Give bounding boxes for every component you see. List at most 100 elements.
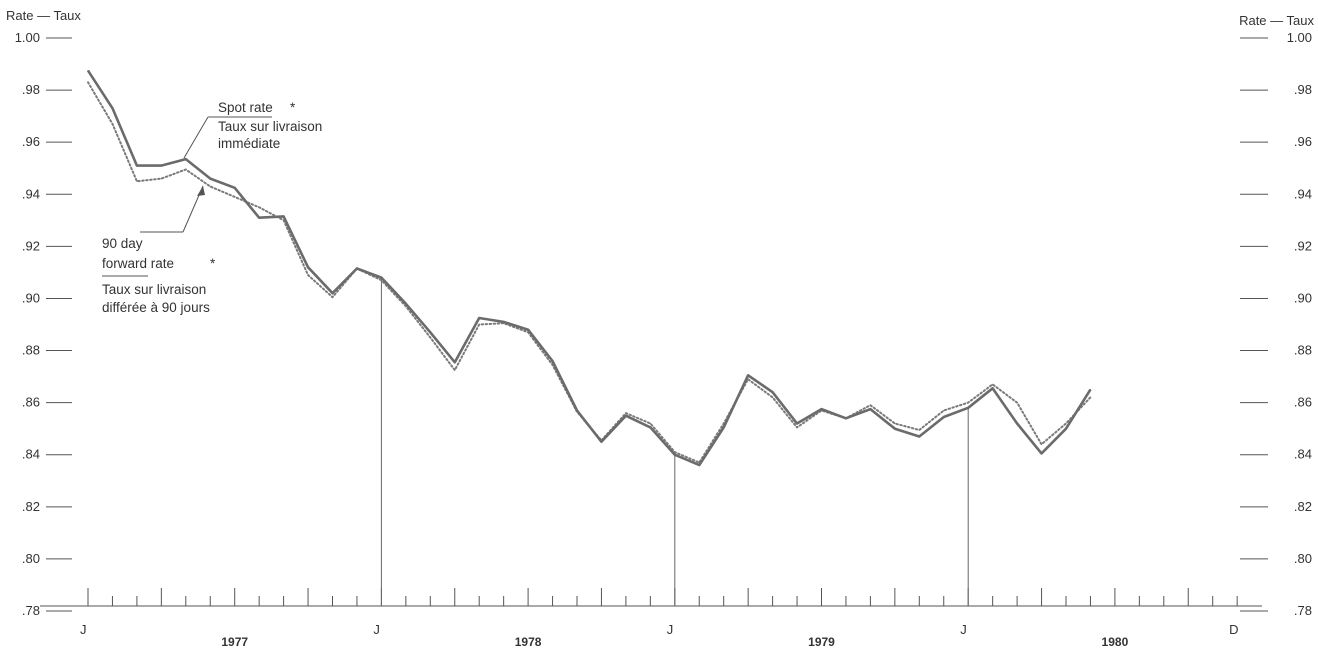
data-point	[968, 402, 969, 403]
data-point	[479, 317, 480, 318]
spot-rate-label: Spot rate	[218, 100, 273, 115]
data-point	[185, 159, 186, 160]
left-tick-label: .86	[22, 395, 40, 410]
data-point	[796, 423, 797, 424]
x-month-label: J	[960, 622, 967, 637]
data-point	[234, 196, 235, 197]
data-point	[87, 82, 88, 83]
right-tick-label: 1.00	[1287, 30, 1312, 45]
data-point	[845, 418, 846, 419]
data-point	[307, 267, 308, 268]
left-tick-label: 1.00	[15, 30, 40, 45]
forward-rate-annotation: 90 day forward rate * Taux sur livraison…	[102, 186, 216, 315]
data-point	[772, 397, 773, 398]
data-point	[894, 423, 895, 424]
data-point	[919, 429, 920, 430]
left-tick-label: .96	[22, 134, 40, 149]
data-point	[259, 217, 260, 218]
data-point	[1041, 444, 1042, 445]
data-point	[234, 187, 235, 188]
data-point	[161, 165, 162, 166]
right-tick-label: .88	[1294, 343, 1312, 358]
data-point	[259, 207, 260, 208]
x-year-label: 1978	[515, 635, 542, 649]
forward-rate-fr-line2: différée à 90 jours	[102, 300, 210, 315]
data-point	[723, 427, 724, 428]
data-point	[87, 70, 88, 71]
spot-rate-star: *	[290, 100, 296, 115]
data-point	[1017, 423, 1018, 424]
x-month-label: D	[1229, 622, 1238, 637]
right-tick-label: .90	[1294, 290, 1312, 305]
data-point	[674, 454, 675, 455]
left-axis-title: Rate — Taux	[6, 8, 81, 23]
data-point	[870, 405, 871, 406]
data-point	[430, 332, 431, 333]
data-point	[992, 384, 993, 385]
x-month-label: J	[80, 622, 87, 637]
right-tick-label: .96	[1294, 134, 1312, 149]
forward-arrowhead	[197, 186, 205, 196]
right-tick-label: .80	[1294, 551, 1312, 566]
data-point	[943, 410, 944, 411]
x-year-label: 1980	[1102, 635, 1129, 649]
data-point	[1090, 389, 1091, 390]
data-point	[1065, 428, 1066, 429]
right-tick-label: .94	[1294, 186, 1312, 201]
left-tick-label: .82	[22, 499, 40, 514]
x-year-label: 1979	[808, 635, 835, 649]
data-point	[650, 427, 651, 428]
spot-rate-fr-line2: immédiate	[218, 136, 280, 151]
data-point	[136, 165, 137, 166]
data-point	[699, 465, 700, 466]
data-point	[454, 369, 455, 370]
forward-rate-star: *	[210, 256, 216, 271]
left-tick-label: .88	[22, 343, 40, 358]
x-year-label: 1977	[221, 635, 248, 649]
data-point	[625, 415, 626, 416]
data-point	[479, 324, 480, 325]
data-point	[870, 409, 871, 410]
right-tick-label: .82	[1294, 499, 1312, 514]
right-tick-label: .98	[1294, 82, 1312, 97]
data-point	[405, 303, 406, 304]
right-axis-title: Rate — Taux	[1239, 13, 1314, 28]
data-point	[356, 268, 357, 269]
left-tick-label: .78	[22, 603, 40, 618]
left-tick-label: .80	[22, 551, 40, 566]
forward-rate-line1: 90 day	[102, 236, 143, 251]
data-point	[992, 388, 993, 389]
data-point	[772, 392, 773, 393]
left-tick-label: .94	[22, 186, 40, 201]
right-tick-label: .84	[1294, 447, 1312, 462]
data-point	[528, 329, 529, 330]
left-y-axis: 1.00 .98 .96 .94 .92 .90 .88 .86 .84 .82 .80 .78	[15, 30, 72, 618]
data-point	[210, 178, 211, 179]
data-point	[943, 416, 944, 417]
data-point	[625, 412, 626, 413]
data-point	[821, 409, 822, 410]
data-point	[552, 360, 553, 361]
spot-rate-fr-line1: Taux sur livraison	[218, 119, 322, 134]
left-tick-label: .90	[22, 290, 40, 305]
data-point	[454, 362, 455, 363]
data-point	[894, 428, 895, 429]
data-point	[283, 216, 284, 217]
data-point	[748, 375, 749, 376]
right-tick-label: .78	[1294, 603, 1312, 618]
data-point	[503, 321, 504, 322]
left-tick-label: .92	[22, 238, 40, 253]
data-point	[1017, 402, 1018, 403]
data-point	[381, 277, 382, 278]
data-point	[161, 178, 162, 179]
data-point	[650, 423, 651, 424]
data-point	[601, 441, 602, 442]
data-point	[210, 186, 211, 187]
right-tick-label: .86	[1294, 395, 1312, 410]
data-point	[185, 169, 186, 170]
left-tick-label: .98	[22, 82, 40, 97]
data-point	[112, 123, 113, 124]
data-point	[112, 108, 113, 109]
data-point	[576, 410, 577, 411]
